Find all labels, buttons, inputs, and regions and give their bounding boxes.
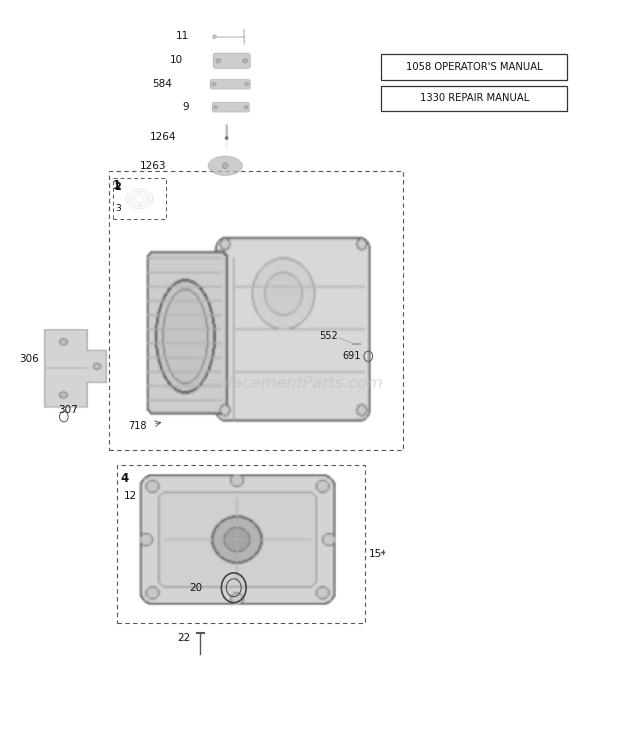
Text: 22: 22 bbox=[178, 632, 191, 643]
Bar bbox=[108, 171, 403, 450]
Text: 9: 9 bbox=[182, 102, 189, 112]
Bar bbox=[381, 54, 567, 80]
Bar bbox=[117, 465, 365, 623]
Bar bbox=[113, 178, 166, 219]
Text: 3: 3 bbox=[115, 204, 121, 213]
Text: 718: 718 bbox=[128, 420, 147, 431]
Text: 1: 1 bbox=[113, 179, 121, 191]
Text: 552: 552 bbox=[319, 331, 338, 341]
Text: 307: 307 bbox=[58, 405, 78, 414]
Text: 12: 12 bbox=[124, 490, 137, 501]
Bar bbox=[381, 86, 567, 111]
Text: 11: 11 bbox=[176, 31, 189, 42]
Text: 15: 15 bbox=[369, 549, 382, 559]
Text: 1058 OPERATOR'S MANUAL: 1058 OPERATOR'S MANUAL bbox=[406, 62, 542, 72]
Text: 1264: 1264 bbox=[150, 132, 177, 142]
Text: 306: 306 bbox=[19, 353, 38, 364]
Text: 4: 4 bbox=[121, 472, 129, 485]
Text: 1263: 1263 bbox=[140, 161, 166, 171]
Text: 10: 10 bbox=[170, 55, 183, 65]
Text: 2: 2 bbox=[115, 182, 122, 191]
Text: 1330 REPAIR MANUAL: 1330 REPAIR MANUAL bbox=[420, 93, 529, 103]
Text: 584: 584 bbox=[153, 79, 172, 89]
Text: eReplacementParts.com: eReplacementParts.com bbox=[187, 376, 383, 391]
Text: 20: 20 bbox=[190, 583, 203, 593]
Text: 691: 691 bbox=[342, 351, 361, 362]
